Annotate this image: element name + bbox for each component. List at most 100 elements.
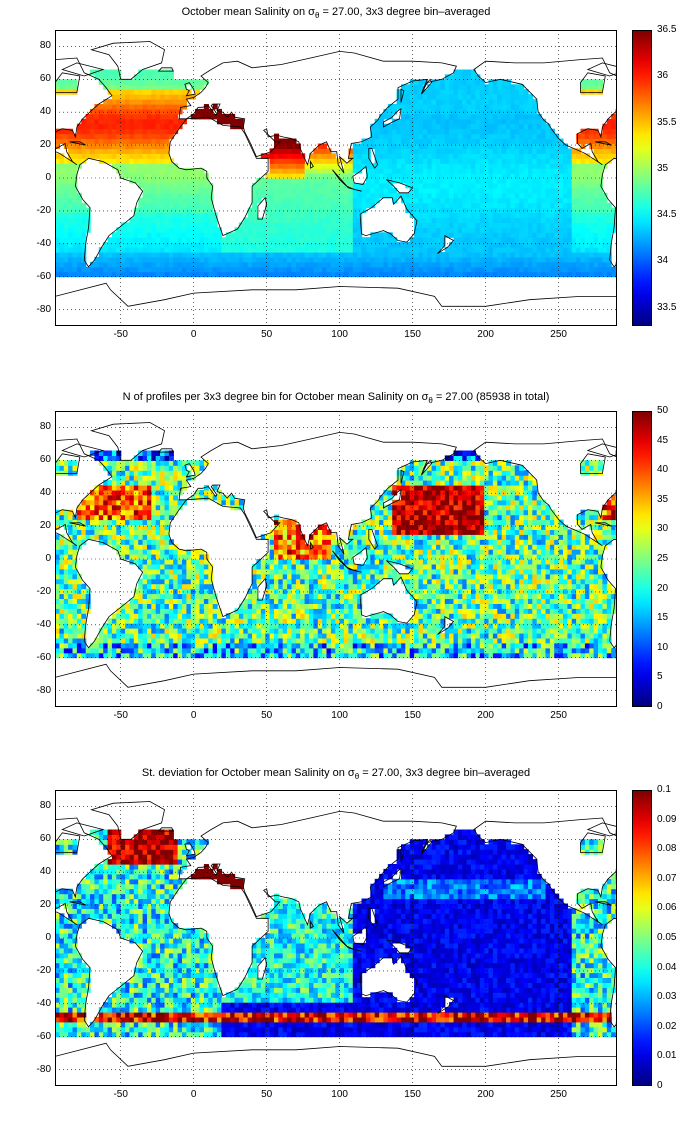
map-plot-area: -50 0 50 100 150 200 250 80 60 40 20 0 -20 -40 -60 -80 bbox=[37, 411, 617, 721]
colorbar-tick-label: 25 bbox=[657, 553, 669, 564]
colorbar-tick-label: 0 bbox=[657, 701, 663, 712]
y-tick-label: -60 bbox=[36, 1030, 51, 1042]
x-tick-label: 150 bbox=[404, 329, 421, 340]
title-subscript: θ bbox=[354, 772, 360, 782]
x-tick-label: 150 bbox=[404, 1089, 421, 1100]
y-tick-label: -40 bbox=[36, 618, 51, 630]
x-tick-label: -50 bbox=[113, 329, 128, 340]
data-cells bbox=[55, 829, 617, 1038]
coastline-outlines bbox=[55, 41, 617, 326]
colorbar-tick-label: 0.1 bbox=[657, 784, 671, 795]
title-text-suffix: = 27.00 (85938 in total) bbox=[432, 391, 550, 403]
y-tick-label: 60 bbox=[39, 73, 51, 85]
data-cells bbox=[55, 450, 617, 659]
colorbar-tick-label: 0.03 bbox=[657, 991, 677, 1003]
colorbar-tick-label: 36 bbox=[657, 70, 669, 82]
y-tick-label: 80 bbox=[39, 800, 51, 812]
colorbar-tick-label: 0.01 bbox=[657, 1050, 677, 1062]
grid-lines bbox=[55, 790, 617, 1086]
colorbar-tick-label: 50 bbox=[657, 405, 669, 416]
colorbar-tick-label: 10 bbox=[657, 641, 669, 653]
x-tick-label: 250 bbox=[550, 710, 567, 721]
title-text: October mean Salinity on σ bbox=[181, 6, 315, 18]
y-tick-label: 40 bbox=[39, 866, 51, 878]
panel-title: St. deviation for October mean Salinity … bbox=[55, 767, 617, 781]
colorbar-tick-label: 40 bbox=[657, 464, 669, 476]
colorbar-tick-label: 0.09 bbox=[657, 813, 677, 825]
x-tick-label: 100 bbox=[331, 329, 348, 340]
y-tick-label: 0 bbox=[45, 172, 51, 183]
title-text: St. deviation for October mean Salinity … bbox=[141, 767, 355, 779]
x-tick-label: 250 bbox=[550, 329, 567, 340]
y-tick-label: -60 bbox=[36, 651, 51, 663]
y-tick-label: -80 bbox=[36, 1063, 51, 1075]
x-tick-label: 0 bbox=[190, 329, 197, 340]
y-tick-label: -80 bbox=[36, 684, 51, 696]
panel-title: N of profiles per 3x3 degree bin for Oct… bbox=[55, 391, 617, 405]
y-tick-label: -80 bbox=[36, 303, 51, 315]
grid-lines bbox=[55, 411, 617, 707]
axes-frame bbox=[55, 411, 617, 707]
y-tick-label: 80 bbox=[39, 421, 51, 433]
map-plot-area: -50 0 50 100 150 200 250 80 60 40 20 0 -20 -40 -60 -80 bbox=[37, 30, 617, 340]
colorbar-tick-label: 35 bbox=[657, 493, 669, 505]
y-tick-label: 40 bbox=[39, 487, 51, 499]
colorbar-tick-label: 5 bbox=[657, 671, 663, 683]
x-tick-label: 200 bbox=[477, 329, 494, 340]
map-svg bbox=[55, 790, 617, 1086]
colorbar-tick-label: 0.04 bbox=[657, 961, 677, 973]
panel-profile-count: N of profiles per 3x3 degree bin for Oct… bbox=[0, 385, 696, 755]
map-plot-area: -50 0 50 100 150 200 250 80 60 40 20 0 -20 -40 -60 -80 bbox=[37, 790, 617, 1100]
colorbar-tick-label: 35 bbox=[657, 162, 669, 174]
coastline-outlines bbox=[55, 801, 617, 1086]
colorbar: 33.5 34 34.5 35 35.5 36 36.5 bbox=[632, 24, 676, 326]
colorbar-tick-label: 0.08 bbox=[657, 843, 677, 855]
colorbar-tick-label: 0.07 bbox=[657, 872, 677, 884]
y-tick-label: -60 bbox=[36, 270, 51, 282]
colorbar-tick-label: 0 bbox=[657, 1080, 663, 1091]
title-text-suffix: = 27.00, 3x3 degree bin–averaged bbox=[319, 6, 491, 18]
y-tick-label: 0 bbox=[45, 932, 51, 943]
map-svg bbox=[55, 30, 617, 326]
coastline-outlines bbox=[55, 422, 617, 707]
y-tick-label: -40 bbox=[36, 237, 51, 249]
y-tick-label: 0 bbox=[45, 553, 51, 564]
x-tick-label: 0 bbox=[190, 1089, 197, 1100]
colorbar-tick-label: 0.05 bbox=[657, 932, 677, 943]
colorbar-tick-label: 33.5 bbox=[657, 301, 677, 313]
x-tick-label: 150 bbox=[404, 710, 421, 721]
title-subscript: θ bbox=[428, 396, 433, 406]
x-tick-label: 50 bbox=[261, 329, 273, 340]
x-tick-label: 100 bbox=[331, 1089, 348, 1100]
x-tick-label: 200 bbox=[477, 710, 494, 721]
x-tick-label: 200 bbox=[477, 1089, 494, 1100]
colorbar-tick-label: 15 bbox=[657, 612, 669, 624]
grid-lines bbox=[55, 30, 617, 326]
y-tick-label: 60 bbox=[39, 454, 51, 466]
y-tick-label: 60 bbox=[39, 833, 51, 845]
y-tick-label: 20 bbox=[39, 899, 51, 911]
x-tick-label: 250 bbox=[550, 1089, 567, 1100]
colorbar-tick-label: 45 bbox=[657, 434, 669, 446]
x-tick-label: -50 bbox=[113, 710, 128, 721]
x-tick-label: 50 bbox=[261, 1089, 273, 1100]
panel-std-deviation: St. deviation for October mean Salinity … bbox=[0, 765, 696, 1135]
y-tick-label: -20 bbox=[36, 585, 51, 597]
data-cells bbox=[55, 69, 617, 278]
y-tick-label: 40 bbox=[39, 106, 51, 118]
y-tick-label: 80 bbox=[39, 40, 51, 52]
colorbar-tick-label: 36.5 bbox=[657, 24, 677, 35]
colorbar-tick-label: 34 bbox=[657, 255, 669, 267]
title-text-suffix: = 27.00, 3x3 degree bin–averaged bbox=[359, 767, 531, 779]
colorbar-tick-label: 0.02 bbox=[657, 1020, 677, 1032]
panel-mean-salinity: October mean Salinity on σθ = 27.00, 3x3… bbox=[0, 0, 696, 370]
y-tick-label: -20 bbox=[36, 204, 51, 216]
colorbar: 0 0.01 0.02 0.03 0.04 0.05 0.06 0.07 0.08 0.09 0.1 bbox=[632, 784, 676, 1091]
colorbar-tick-label: 34.5 bbox=[657, 209, 677, 220]
colorbar: 0 5 10 15 20 25 30 35 40 45 50 bbox=[632, 405, 668, 712]
panel-title: October mean Salinity on σθ = 27.00, 3x3… bbox=[55, 6, 617, 20]
axes-frame bbox=[55, 30, 617, 326]
title-text: N of profiles per 3x3 degree bin for Oct… bbox=[122, 391, 429, 403]
colorbar-tick-label: 0.06 bbox=[657, 902, 677, 914]
colorbar-tick-label: 30 bbox=[657, 523, 669, 535]
